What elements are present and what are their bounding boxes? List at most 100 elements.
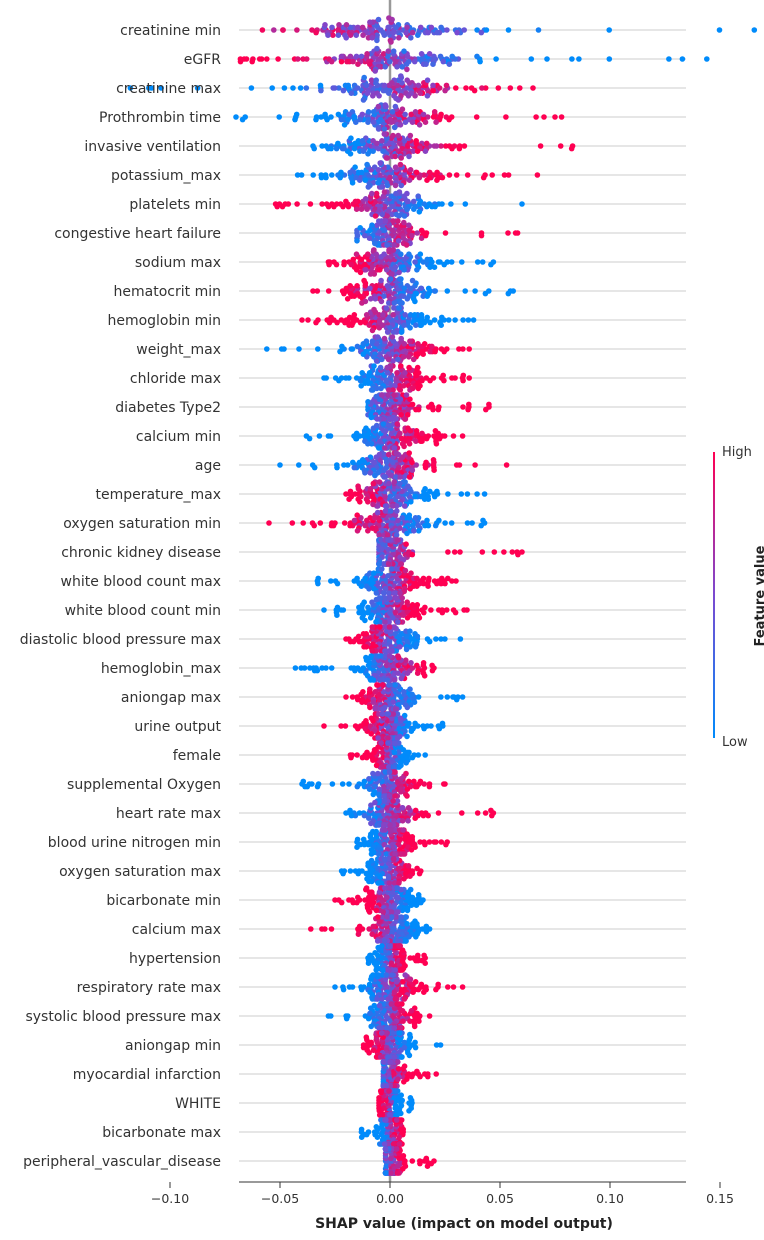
shap-dot — [414, 633, 421, 640]
shap-dot — [392, 740, 398, 746]
shap-dot — [391, 479, 398, 485]
shap-dot — [393, 190, 399, 197]
shap-dot — [410, 385, 416, 392]
shap-dot — [473, 114, 480, 120]
shap-dot — [396, 269, 402, 276]
shap-dot — [377, 267, 383, 273]
shap-dot — [378, 184, 385, 190]
shap-dot — [292, 116, 298, 123]
shap-dot — [399, 392, 406, 398]
shap-dot — [404, 831, 410, 837]
shap-dot — [281, 85, 288, 91]
shap-dot — [379, 322, 386, 329]
shap-dot — [402, 972, 409, 978]
shap-dot — [434, 580, 440, 587]
shap-dot — [422, 752, 429, 758]
shap-dot — [402, 567, 409, 574]
shap-dot — [474, 810, 481, 816]
shap-dot — [406, 354, 412, 360]
shap-dot — [359, 926, 366, 932]
shap-dot — [148, 85, 155, 91]
shap-dot — [366, 776, 372, 782]
shap-dot — [413, 169, 420, 176]
shap-dot — [404, 530, 410, 537]
shap-dot — [410, 148, 417, 154]
shap-dot — [365, 960, 372, 966]
shap-dot — [371, 164, 378, 170]
shap-dot — [387, 58, 393, 65]
shap-dot — [407, 976, 414, 982]
shap-dot — [457, 549, 463, 555]
shap-dot — [389, 566, 395, 572]
shap-dot — [408, 728, 415, 734]
shap-dot — [348, 174, 354, 181]
shap-dot — [358, 206, 365, 212]
shap-dot — [343, 491, 349, 497]
shap-dot — [425, 583, 431, 589]
shap-dot — [381, 416, 387, 422]
shap-dot — [422, 841, 428, 848]
shap-dot — [397, 122, 404, 128]
shap-dot — [377, 677, 383, 683]
shap-dot — [409, 29, 416, 36]
shap-dot — [464, 491, 471, 497]
shap-dot — [368, 802, 374, 808]
shap-dot — [382, 586, 389, 592]
shap-dot — [450, 433, 457, 439]
shap-dot — [415, 341, 421, 347]
shap-dot — [404, 793, 410, 799]
shap-dot — [372, 706, 379, 712]
shap-dot — [365, 119, 371, 125]
shap-dot — [347, 807, 353, 814]
shap-dot — [340, 986, 347, 993]
shap-dot — [441, 348, 448, 355]
shap-dot — [362, 617, 368, 624]
shap-dot — [419, 430, 425, 437]
shap-dot — [401, 341, 408, 347]
shap-dot — [292, 665, 299, 671]
shap-dot — [402, 312, 409, 318]
shap-dot — [396, 305, 402, 311]
shap-dot — [427, 319, 433, 326]
shap-dot — [401, 712, 408, 719]
shap-dot — [330, 32, 336, 38]
shap-dot — [381, 938, 388, 944]
shap-dot — [387, 943, 393, 949]
shap-dot — [317, 82, 324, 89]
shap-dot — [404, 412, 411, 418]
shap-dot — [321, 723, 327, 729]
shap-dot — [480, 174, 487, 181]
shap-dot — [399, 515, 406, 521]
shap-dot — [357, 319, 364, 326]
shap-dot — [365, 860, 372, 866]
shap-dot — [353, 435, 359, 442]
shap-dot — [364, 206, 370, 212]
shap-dot — [370, 148, 376, 154]
shap-dot — [375, 914, 381, 920]
shap-dot — [391, 329, 397, 335]
shap-dot — [369, 338, 376, 345]
shap-dot — [438, 24, 444, 31]
shap-dot — [420, 293, 427, 300]
shap-dot — [367, 515, 374, 521]
shap-dot — [303, 85, 310, 91]
shap-dot — [367, 227, 373, 234]
shap-dots — [127, 15, 758, 1176]
shap-dot — [413, 902, 420, 908]
shap-dot — [393, 95, 399, 102]
shap-dot — [459, 433, 466, 439]
shap-dot — [370, 923, 377, 930]
shap-dot — [530, 85, 536, 91]
shap-dot — [422, 119, 429, 125]
shap-dot — [355, 24, 361, 31]
shap-dot — [355, 138, 362, 144]
shap-dot — [403, 914, 409, 920]
shap-dot — [418, 899, 424, 906]
shap-dot — [436, 435, 443, 442]
shap-dot — [424, 517, 430, 524]
shap-dot — [398, 412, 405, 418]
shap-dot — [386, 480, 392, 487]
shap-dot — [438, 636, 444, 642]
shap-dot — [408, 111, 415, 118]
shap-dot — [313, 29, 319, 36]
